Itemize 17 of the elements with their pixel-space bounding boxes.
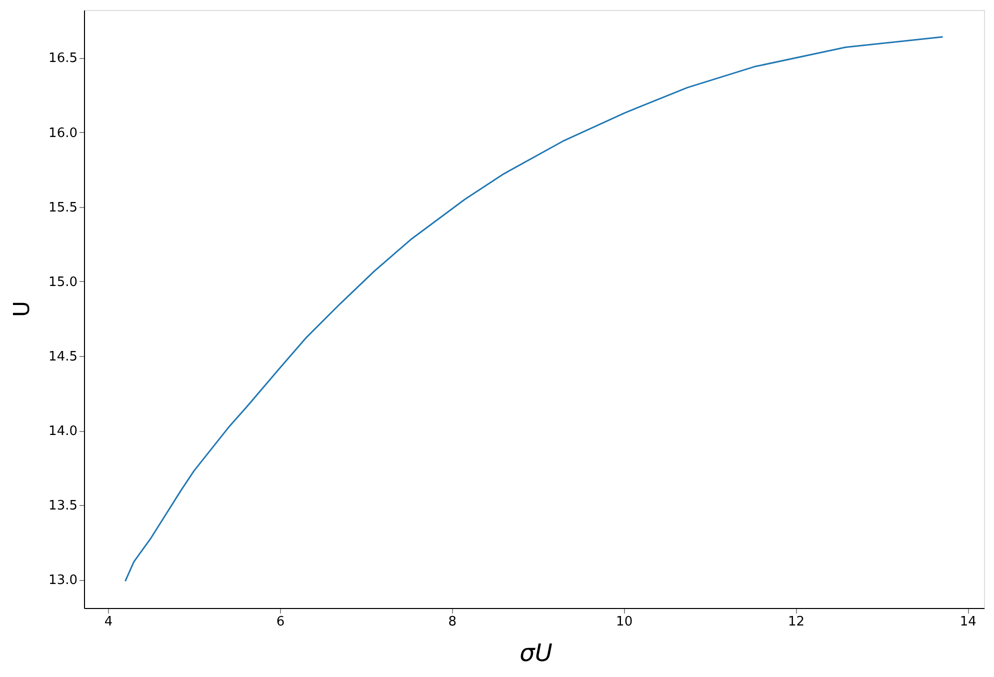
y-tick-label: 13.5: [48, 498, 78, 514]
y-tick-label: 14.0: [48, 424, 78, 440]
x-axis-title: σU: [520, 639, 553, 667]
y-tick-label: 15.0: [48, 274, 78, 290]
x-tick-label: 4: [104, 614, 113, 630]
y-tick-label: 16.5: [48, 51, 78, 66]
y-tick-label: 14.5: [48, 349, 78, 364]
y-tick-label: 15.5: [48, 200, 78, 216]
x-tick-label: 8: [448, 614, 457, 630]
x-tick-label: 6: [276, 614, 285, 630]
y-tick-label: 16.0: [48, 126, 78, 141]
x-tick-label: 12: [788, 614, 805, 630]
y-tick-label: 13.0: [48, 573, 78, 588]
x-tick-label: 14: [960, 614, 976, 630]
line-series: [124, 36, 944, 582]
y-axis-title: U: [10, 300, 35, 318]
x-tick-label: 10: [616, 614, 633, 630]
